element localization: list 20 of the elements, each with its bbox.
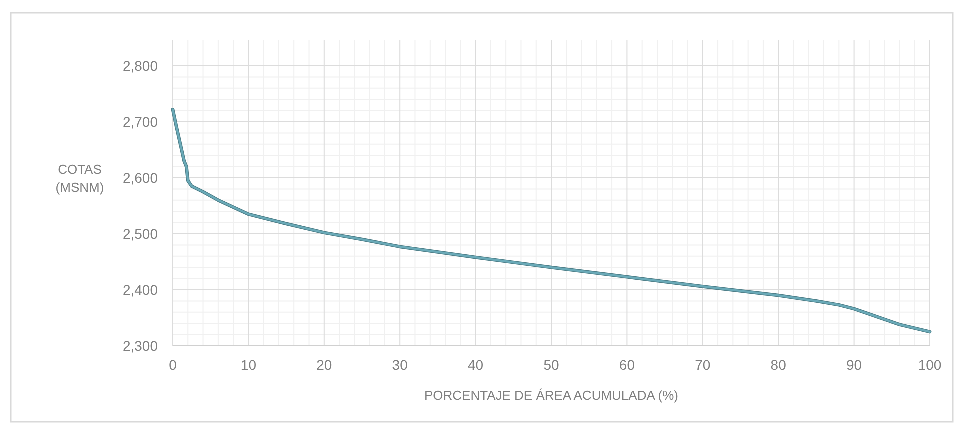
y-tick-label: 2,700: [122, 114, 158, 130]
y-tick-label: 2,500: [122, 226, 158, 242]
x-tick-label: 70: [695, 357, 711, 373]
x-tick-label: 50: [544, 357, 560, 373]
y-tick-label: 2,300: [122, 338, 158, 354]
x-tick-label: 10: [240, 357, 257, 373]
y-tick-label: 2,600: [122, 170, 158, 186]
line-series: [171, 108, 932, 334]
x-tick-label: 0: [169, 357, 178, 373]
y-tick-label: 2,800: [122, 58, 158, 74]
x-tick-label: 60: [619, 357, 636, 373]
x-tick-label: 80: [770, 357, 787, 373]
x-tick-label: 90: [846, 357, 862, 373]
x-tick-label: 20: [316, 357, 332, 373]
y-axis-title: COTAS (MSNM): [56, 162, 104, 195]
x-axis-title: PORCENTAJE DE ÁREA ACUMULADA (%): [424, 388, 679, 403]
y-tick-label: 2,400: [122, 282, 158, 298]
x-tick-label: 100: [918, 357, 942, 373]
x-tick-label: 40: [468, 357, 484, 373]
x-tick-label: 30: [392, 357, 408, 373]
